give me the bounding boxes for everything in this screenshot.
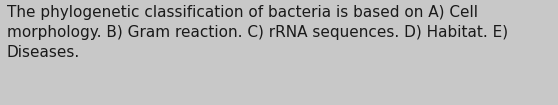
Text: The phylogenetic classification of bacteria is based on A) Cell
morphology. B) G: The phylogenetic classification of bacte… [7,5,508,60]
